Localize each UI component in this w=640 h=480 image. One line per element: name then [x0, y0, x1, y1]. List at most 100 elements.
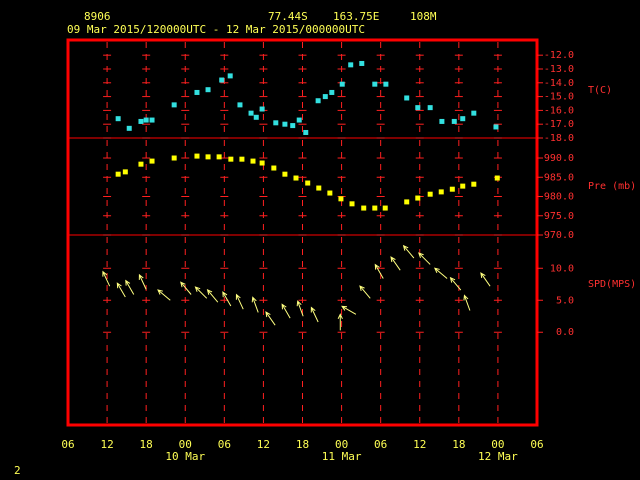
- x-tick-label: 06: [374, 438, 387, 451]
- data-point: [305, 180, 311, 186]
- data-point: [138, 118, 144, 124]
- arrow-shape: [180, 281, 192, 295]
- arrow-shape: [222, 291, 232, 307]
- data-point: [115, 171, 121, 177]
- data-point: [115, 116, 121, 122]
- wind-arrow: [116, 282, 126, 298]
- y-tick-label: 990.0: [544, 153, 574, 164]
- arrow-shape: [341, 305, 357, 315]
- x-tick-label: 06: [218, 438, 231, 451]
- arrow-shape: [418, 252, 431, 265]
- data-point: [293, 175, 299, 181]
- data-point: [349, 201, 355, 207]
- wind-arrow: [359, 285, 371, 299]
- arrow-shape: [337, 313, 343, 331]
- x-tick-label: 06: [530, 438, 543, 451]
- page-number: 2: [14, 464, 21, 477]
- x-tick-label: 00: [491, 438, 504, 451]
- x-tick-label: 12: [413, 438, 426, 451]
- data-point: [322, 94, 328, 100]
- y-tick-label: -15.0: [544, 92, 574, 103]
- arrow-shape: [138, 273, 147, 290]
- data-point: [205, 154, 211, 160]
- wind-arrow: [341, 305, 357, 315]
- frame: [66, 38, 539, 427]
- wind-arrow: [265, 311, 276, 326]
- wind-arrow: [296, 300, 304, 317]
- y-tick-label: -13.0: [544, 64, 574, 75]
- arrow-shape: [296, 300, 304, 317]
- y-tick-label: -12.0: [544, 50, 574, 61]
- data-point: [339, 81, 345, 87]
- arrow-shape: [206, 289, 219, 303]
- data-point: [122, 169, 128, 175]
- wind-arrow: [463, 294, 471, 311]
- data-point: [494, 175, 500, 181]
- data-point: [194, 89, 200, 95]
- y-tick-label: 0.0: [556, 327, 574, 338]
- arrow-shape: [251, 296, 259, 313]
- x-tick-label: 06: [61, 438, 74, 451]
- date-label: 11 Mar: [322, 450, 362, 463]
- data-point: [361, 205, 367, 211]
- arrow-shape: [433, 267, 448, 279]
- wind-arrow: [337, 313, 343, 331]
- data-point: [149, 158, 155, 164]
- data-point: [438, 189, 444, 195]
- latitude: 77.44S: [268, 10, 308, 23]
- arrow-shape: [374, 263, 384, 279]
- wind-arrow: [480, 272, 491, 287]
- data-point: [259, 106, 265, 112]
- data-point: [471, 181, 477, 187]
- arrow-shape: [125, 279, 135, 295]
- wind-arrow: [125, 279, 135, 295]
- wind-arrow: [310, 306, 319, 323]
- data-point: [171, 155, 177, 161]
- data-point: [149, 117, 155, 123]
- data-point: [415, 195, 421, 201]
- arrow-shape: [449, 276, 462, 291]
- data-point: [338, 196, 344, 202]
- date-label: 12 Mar: [478, 450, 518, 463]
- data-point: [427, 191, 433, 197]
- x-tick-label: 12: [257, 438, 270, 451]
- data-point: [493, 124, 499, 130]
- y-tick-label: 970.0: [544, 230, 574, 241]
- data-point: [290, 123, 296, 129]
- data-point: [216, 154, 222, 160]
- wind-arrow: [222, 291, 232, 307]
- wind-arrow: [206, 289, 219, 303]
- arrow-shape: [281, 303, 291, 319]
- data-point: [143, 117, 149, 123]
- wind-arrow: [418, 252, 431, 265]
- x-tick-label: 00: [179, 438, 192, 451]
- x-tick-label: 12: [100, 438, 113, 451]
- data-point: [250, 158, 256, 164]
- data-point: [404, 95, 410, 101]
- data-point: [383, 81, 389, 87]
- arrow-shape: [235, 293, 244, 310]
- y-axis-label: T(C): [588, 85, 612, 96]
- data-point: [316, 185, 322, 191]
- data-point: [427, 105, 433, 111]
- y-tick-label: -14.0: [544, 78, 574, 89]
- longitude: 163.75E: [333, 10, 379, 23]
- data-point: [194, 153, 200, 159]
- wind-arrow: [449, 276, 462, 291]
- data-point: [329, 89, 335, 95]
- data-point: [126, 125, 132, 131]
- y-tick-label: -18.0: [544, 133, 574, 144]
- arrow-shape: [402, 244, 415, 259]
- wind-arrow: [390, 256, 401, 271]
- x-tick-label: 18: [296, 438, 309, 451]
- data-point: [382, 205, 388, 211]
- data-point: [315, 98, 321, 104]
- data-point: [237, 102, 243, 108]
- arrow-shape: [480, 272, 491, 287]
- wind-arrow: [157, 289, 171, 301]
- data-point: [348, 62, 354, 68]
- wind-arrow: [251, 296, 259, 313]
- wind-arrow: [402, 244, 415, 259]
- y-tick-label: 10.0: [550, 263, 574, 274]
- elevation: 108M: [410, 10, 437, 23]
